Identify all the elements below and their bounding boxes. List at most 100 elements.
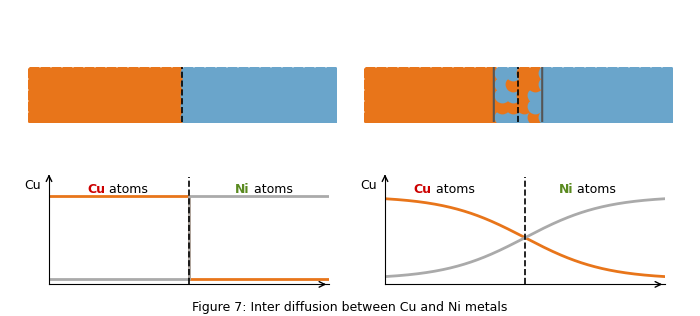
- Point: [237, 70, 248, 75]
- Point: [94, 92, 105, 97]
- Point: [617, 81, 628, 86]
- Point: [171, 70, 182, 75]
- Point: [595, 114, 606, 119]
- Point: [584, 70, 595, 75]
- Point: [182, 114, 193, 119]
- Point: [408, 70, 419, 75]
- Point: [419, 92, 430, 97]
- Point: [375, 114, 386, 119]
- Point: [650, 81, 661, 86]
- Point: [397, 81, 408, 86]
- Point: [364, 92, 375, 97]
- Point: [204, 70, 215, 75]
- Point: [386, 70, 397, 75]
- Point: [116, 103, 127, 108]
- Point: [485, 114, 496, 119]
- Text: atoms: atoms: [573, 183, 616, 196]
- Point: [94, 81, 105, 86]
- Point: [325, 114, 336, 119]
- Point: [595, 81, 606, 86]
- Point: [496, 81, 507, 86]
- Text: atoms: atoms: [432, 183, 475, 196]
- Point: [94, 103, 105, 108]
- Point: [160, 103, 171, 108]
- Point: [226, 114, 237, 119]
- Point: [430, 70, 441, 75]
- Point: [248, 92, 259, 97]
- Point: [193, 70, 204, 75]
- Point: [50, 114, 61, 119]
- Point: [138, 114, 149, 119]
- Point: [72, 81, 83, 86]
- Point: [193, 103, 204, 108]
- Point: [518, 70, 529, 75]
- Point: [314, 103, 325, 108]
- Point: [182, 70, 193, 75]
- Point: [248, 81, 259, 86]
- Point: [375, 92, 386, 97]
- Point: [518, 103, 529, 108]
- Point: [584, 103, 595, 108]
- Point: [39, 103, 50, 108]
- Point: [270, 92, 281, 97]
- Text: atoms: atoms: [250, 183, 293, 196]
- Point: [226, 81, 237, 86]
- Point: [419, 114, 430, 119]
- Point: [661, 92, 672, 97]
- Point: [28, 92, 39, 97]
- Point: [193, 92, 204, 97]
- Point: [237, 103, 248, 108]
- Point: [215, 92, 226, 97]
- Point: [237, 81, 248, 86]
- Point: [325, 103, 336, 108]
- Point: [584, 92, 595, 97]
- Point: [628, 92, 639, 97]
- Point: [314, 114, 325, 119]
- Point: [149, 92, 160, 97]
- Point: [127, 70, 138, 75]
- Point: [507, 92, 518, 97]
- Point: [270, 114, 281, 119]
- Point: [325, 81, 336, 86]
- Point: [650, 92, 661, 97]
- Point: [160, 81, 171, 86]
- Point: [606, 103, 617, 108]
- Point: [50, 81, 61, 86]
- Point: [281, 114, 292, 119]
- Point: [573, 81, 584, 86]
- Point: [215, 114, 226, 119]
- Text: Ni: Ni: [559, 183, 573, 196]
- Point: [650, 114, 661, 119]
- Point: [127, 81, 138, 86]
- Point: [39, 92, 50, 97]
- Point: [540, 103, 551, 108]
- Point: [39, 114, 50, 119]
- Point: [303, 114, 314, 119]
- Point: [83, 103, 94, 108]
- Point: [441, 114, 452, 119]
- Point: [83, 114, 94, 119]
- Point: [408, 114, 419, 119]
- Point: [171, 92, 182, 97]
- Point: [94, 114, 105, 119]
- Point: [39, 70, 50, 75]
- Point: [292, 114, 303, 119]
- Point: [259, 103, 270, 108]
- Point: [419, 81, 430, 86]
- Point: [452, 81, 463, 86]
- Point: [661, 114, 672, 119]
- Point: [474, 92, 485, 97]
- Point: [160, 70, 171, 75]
- Point: [116, 114, 127, 119]
- Point: [639, 70, 650, 75]
- Point: [171, 81, 182, 86]
- Point: [551, 81, 562, 86]
- Point: [149, 70, 160, 75]
- Point: [281, 103, 292, 108]
- Point: [292, 92, 303, 97]
- Point: [518, 92, 529, 97]
- Point: [204, 81, 215, 86]
- Point: [496, 92, 507, 97]
- Point: [259, 92, 270, 97]
- Point: [650, 103, 661, 108]
